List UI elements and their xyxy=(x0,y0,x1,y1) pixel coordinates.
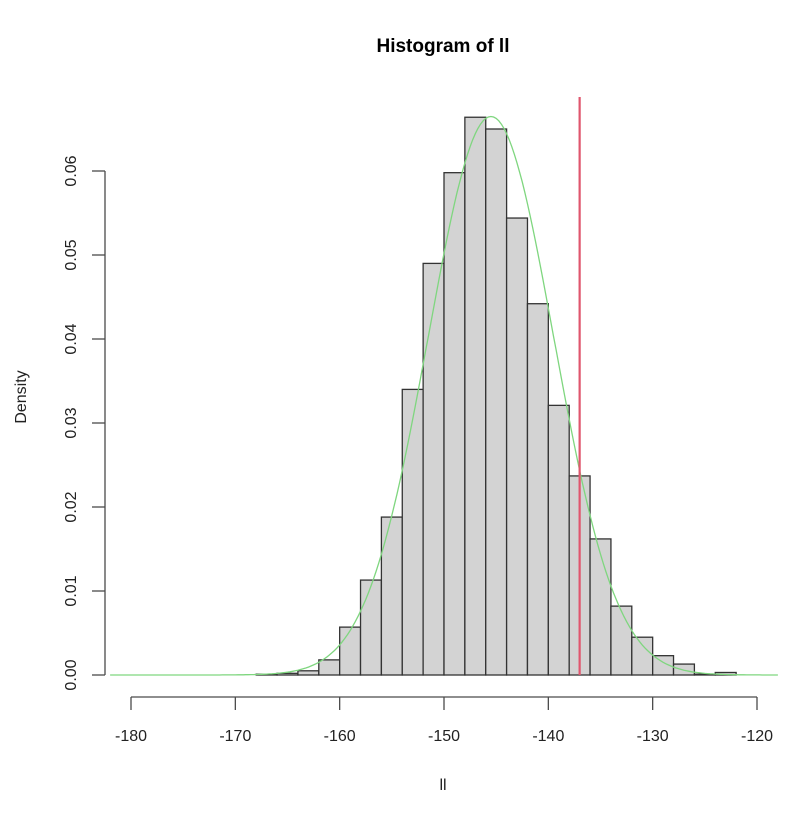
density-curve xyxy=(110,115,778,676)
x-axis: -180 -170 -160 -150 -140 -130 -120 xyxy=(115,696,773,745)
y-tick-label: 0.04 xyxy=(63,323,80,354)
x-tick-label: -140 xyxy=(532,728,564,745)
histogram-bar xyxy=(464,116,487,676)
x-tick-label: -120 xyxy=(741,728,773,745)
histogram-bar xyxy=(318,659,341,676)
histogram-bars xyxy=(255,116,737,676)
x-tick-label: -180 xyxy=(115,728,147,745)
y-axis-label: Density xyxy=(13,370,30,423)
y-axis: 0.00 0.01 0.02 0.03 0.04 0.05 0.06 xyxy=(63,155,106,691)
x-tick-label: -150 xyxy=(428,728,460,745)
chart-title: Histogram of ll xyxy=(376,36,509,57)
histogram-bar xyxy=(631,636,654,676)
histogram-bar xyxy=(339,626,362,676)
y-tick-label: 0.01 xyxy=(63,575,80,606)
histogram-bar xyxy=(526,303,549,676)
x-tick-label: -170 xyxy=(219,728,251,745)
y-tick-label: 0.06 xyxy=(63,155,80,186)
histogram-bar xyxy=(422,262,445,676)
x-axis-label: ll xyxy=(439,777,446,794)
y-tick-label: 0.00 xyxy=(63,659,80,690)
histogram-bar xyxy=(547,404,570,676)
histogram-bar xyxy=(380,516,403,676)
y-tick-label: 0.03 xyxy=(63,407,80,438)
histogram-bar xyxy=(505,217,529,676)
x-tick-label: -160 xyxy=(324,728,356,745)
histogram-bar xyxy=(589,538,612,676)
histogram-bar xyxy=(443,172,466,676)
x-tick-label: -130 xyxy=(637,728,669,745)
histogram-bar xyxy=(359,579,383,676)
y-tick-label: 0.02 xyxy=(63,491,80,522)
histogram-bar xyxy=(610,605,633,676)
histogram-bar xyxy=(485,128,508,676)
y-tick-label: 0.05 xyxy=(63,239,80,270)
histogram-bar xyxy=(297,670,320,676)
histogram-bar xyxy=(401,388,424,676)
